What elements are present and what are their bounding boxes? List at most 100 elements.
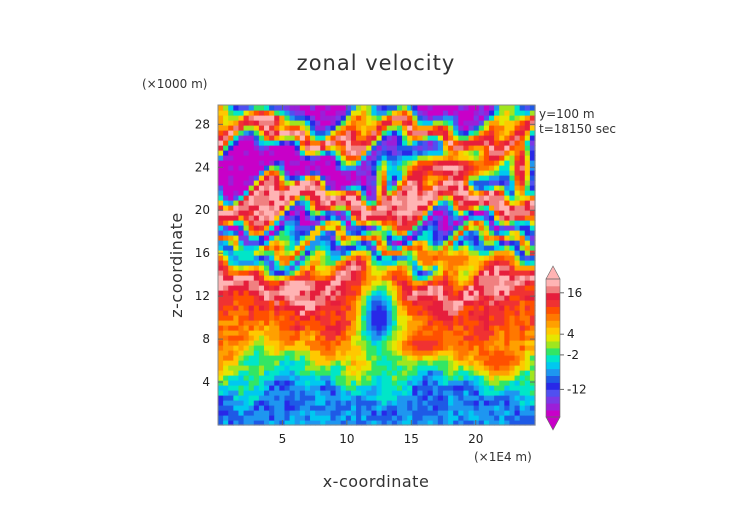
field-cell bbox=[494, 365, 500, 371]
field-cell bbox=[253, 215, 260, 221]
field-cell bbox=[386, 280, 393, 286]
colorbar-swatch bbox=[546, 327, 560, 335]
field-cell bbox=[310, 230, 316, 236]
field-cell bbox=[238, 380, 245, 386]
field-cell bbox=[284, 185, 291, 191]
field-cell bbox=[376, 170, 383, 176]
field-cell bbox=[299, 350, 306, 356]
field-cell bbox=[529, 245, 536, 251]
field-cell bbox=[304, 420, 311, 426]
field-cell bbox=[320, 305, 326, 311]
field-cell bbox=[289, 365, 296, 371]
field-cell bbox=[427, 300, 434, 306]
field-cell bbox=[243, 150, 250, 156]
field-cell bbox=[499, 235, 505, 241]
field-cell bbox=[412, 295, 418, 301]
field-cell bbox=[320, 255, 326, 261]
field-cell bbox=[391, 245, 398, 251]
field-cell bbox=[376, 310, 383, 316]
field-cell bbox=[407, 140, 413, 146]
field-cell bbox=[529, 265, 536, 271]
colorbar-swatch bbox=[546, 361, 560, 370]
field-cell bbox=[504, 240, 511, 246]
field-cell bbox=[335, 160, 342, 166]
field-cell bbox=[228, 125, 234, 131]
field-cell bbox=[279, 410, 286, 416]
field-cell bbox=[233, 405, 240, 411]
field-cell bbox=[437, 195, 444, 201]
field-cell bbox=[417, 315, 424, 321]
field-cell bbox=[289, 220, 296, 226]
field-cell bbox=[294, 145, 301, 151]
field-cell bbox=[494, 390, 500, 396]
field-cell bbox=[274, 130, 280, 136]
field-cell bbox=[442, 325, 449, 331]
field-cell bbox=[340, 350, 347, 356]
field-cell bbox=[294, 350, 301, 356]
field-cell bbox=[325, 110, 332, 116]
field-cell bbox=[529, 365, 536, 371]
field-cell bbox=[422, 405, 429, 411]
field-cell bbox=[417, 395, 424, 401]
field-cell bbox=[494, 245, 500, 251]
field-cell bbox=[330, 350, 337, 356]
field-cell bbox=[494, 115, 500, 121]
field-cell bbox=[289, 225, 296, 231]
field-cell bbox=[340, 410, 347, 416]
field-cell bbox=[315, 375, 321, 381]
field-cell bbox=[264, 355, 270, 361]
field-cell bbox=[386, 185, 393, 191]
field-cell bbox=[294, 315, 301, 321]
field-cell bbox=[519, 135, 526, 141]
field-cell bbox=[223, 350, 229, 356]
field-cell bbox=[356, 225, 362, 231]
colorbar-swatch bbox=[546, 410, 560, 418]
field-cell bbox=[483, 115, 490, 121]
field-cell bbox=[243, 410, 250, 416]
field-cell bbox=[402, 125, 408, 131]
field-cell bbox=[243, 285, 250, 291]
field-cell bbox=[330, 320, 337, 326]
field-cell bbox=[427, 170, 434, 176]
field-cell bbox=[478, 225, 485, 231]
field-cell bbox=[274, 305, 280, 311]
field-cell bbox=[499, 105, 505, 111]
field-cell bbox=[335, 135, 342, 141]
field-cell bbox=[391, 255, 398, 261]
field-cell bbox=[294, 370, 301, 376]
field-cell bbox=[407, 220, 413, 226]
field-cell bbox=[432, 285, 439, 291]
field-cell bbox=[473, 180, 480, 186]
field-cell bbox=[320, 385, 326, 391]
field-cell bbox=[264, 420, 270, 426]
field-cell bbox=[412, 250, 418, 256]
field-cell bbox=[519, 175, 526, 181]
field-cell bbox=[310, 365, 316, 371]
field-cell bbox=[427, 340, 434, 346]
field-cell bbox=[330, 150, 337, 156]
field-cell bbox=[279, 225, 286, 231]
field-cell bbox=[340, 345, 347, 351]
field-cell bbox=[427, 290, 434, 296]
field-cell bbox=[274, 285, 280, 291]
field-cell bbox=[442, 230, 449, 236]
field-cell bbox=[274, 240, 280, 246]
field-cell bbox=[243, 330, 250, 336]
field-cell bbox=[233, 395, 240, 401]
field-cell bbox=[453, 350, 459, 356]
field-cell bbox=[402, 165, 408, 171]
field-cell bbox=[412, 255, 418, 261]
field-cell bbox=[264, 410, 270, 416]
field-cell bbox=[519, 150, 526, 156]
field-cell bbox=[253, 165, 260, 171]
field-cell bbox=[371, 300, 378, 306]
field-cell bbox=[325, 290, 332, 296]
field-cell bbox=[248, 400, 255, 406]
field-cell bbox=[391, 230, 398, 236]
field-cell bbox=[488, 250, 495, 256]
field-cell bbox=[269, 130, 275, 136]
field-cell bbox=[304, 115, 311, 121]
field-cell bbox=[458, 420, 465, 426]
field-cell bbox=[529, 270, 536, 276]
field-cell bbox=[330, 215, 337, 221]
